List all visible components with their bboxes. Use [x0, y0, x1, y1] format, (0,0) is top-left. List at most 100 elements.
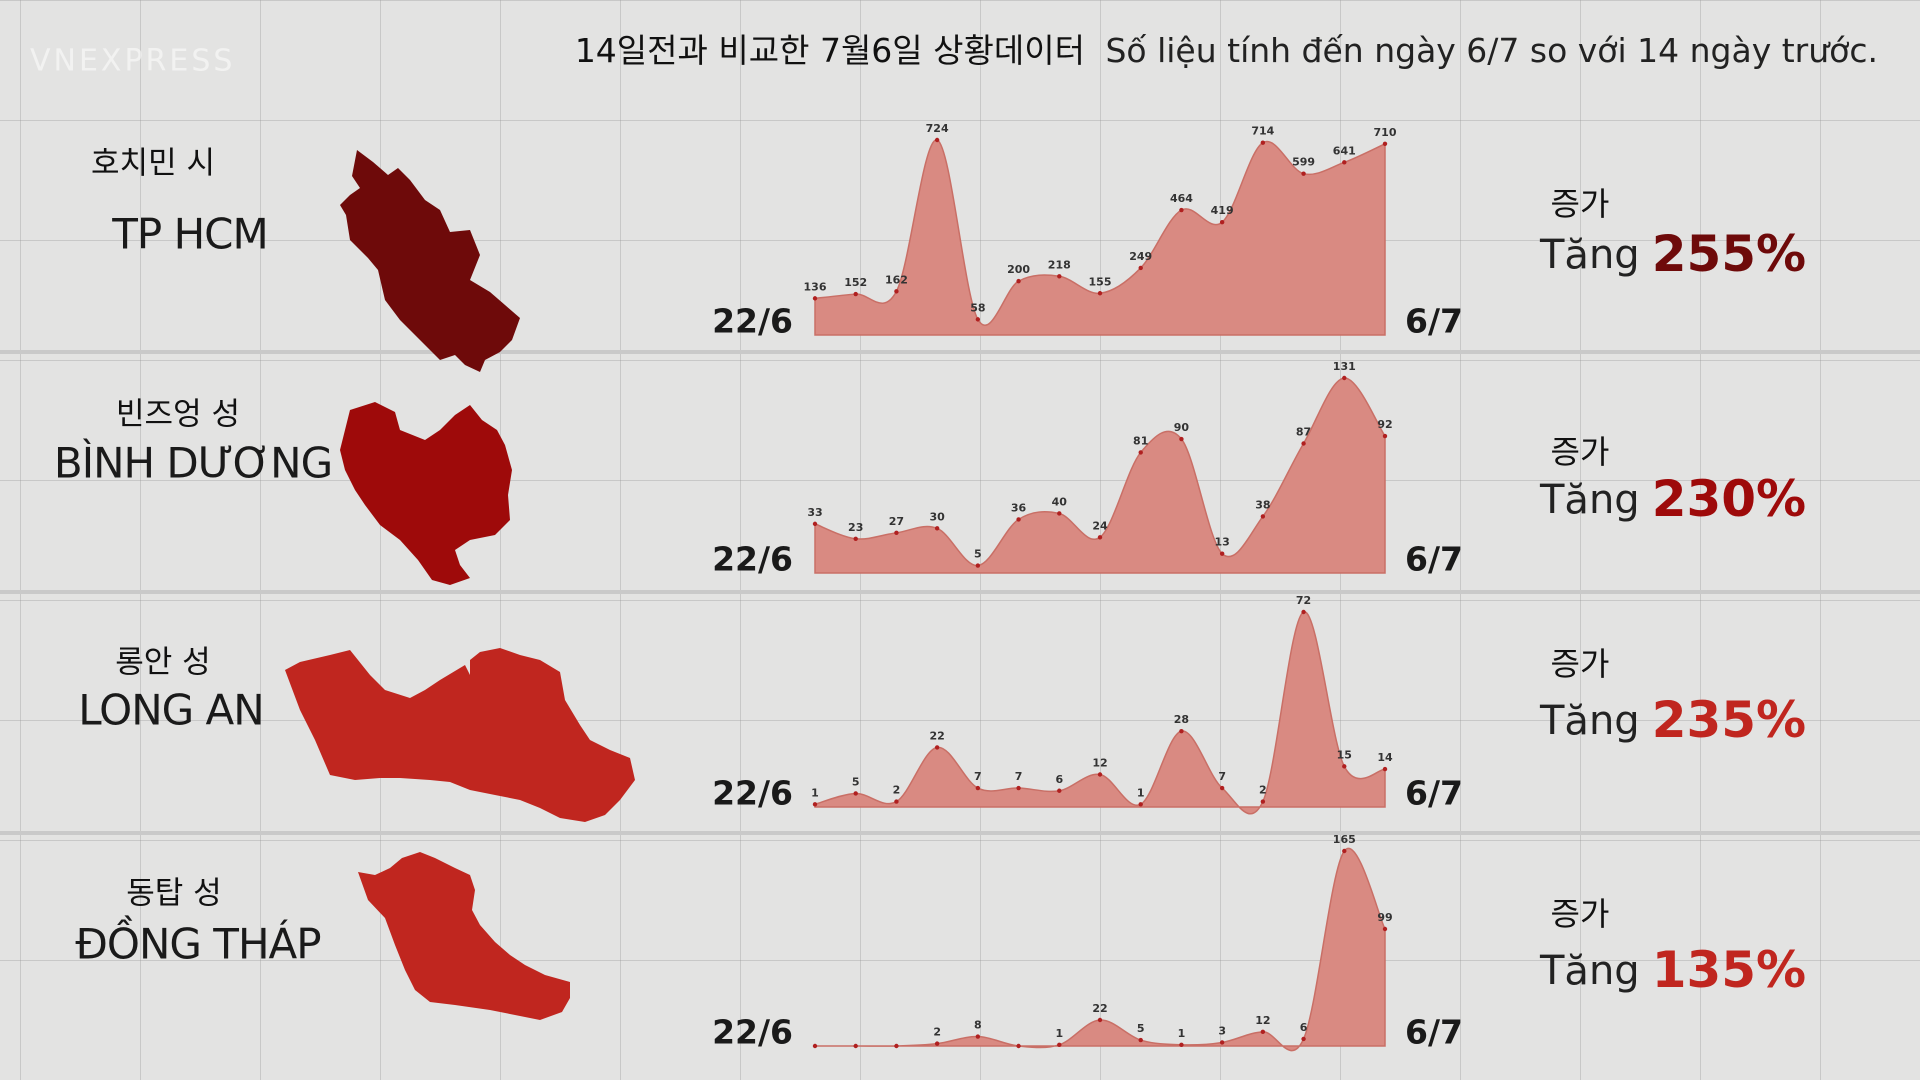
x-tick-label: 6/7 [1405, 540, 1463, 579]
data-point [1260, 799, 1266, 804]
increase-label-korean: 증가 [1551, 185, 1610, 223]
data-point [1301, 171, 1306, 176]
region-name-korean: 빈즈엉 성 [116, 397, 240, 433]
data-point [934, 1041, 940, 1046]
data-point [1138, 802, 1143, 807]
increase: Tăng 135% [1539, 941, 1806, 999]
data-point [1057, 511, 1062, 516]
value-label: 92 [1377, 418, 1392, 431]
value-label: 33 [807, 506, 822, 519]
value-label: 36 [1011, 501, 1027, 514]
region-name-korean: 롱안 성 [115, 645, 210, 681]
value-label: 30 [929, 510, 945, 523]
value-label: 162 [885, 273, 908, 286]
area [814, 611, 1386, 815]
value-label: 218 [1048, 258, 1071, 271]
region-name-korean: 동탑 성 [126, 876, 221, 912]
data-point [812, 802, 818, 807]
value-label: 599 [1292, 156, 1315, 169]
value-label: 12 [1092, 757, 1107, 770]
value-label: 419 [1211, 204, 1234, 217]
region-name-korean: 호치민 시 [91, 146, 215, 182]
area [814, 377, 1386, 574]
x-tick-label: 6/7 [1405, 302, 1463, 341]
data-point [975, 785, 981, 791]
data-point [812, 521, 818, 527]
value-label: 24 [1092, 519, 1108, 532]
data-point [1179, 1042, 1184, 1048]
value-label: 22 [929, 729, 944, 742]
region-name: ĐỒNG THÁP [75, 915, 320, 969]
value-label: 249 [1129, 250, 1152, 263]
increase-label: Tăng [1539, 232, 1640, 278]
x-tick-label: 6/7 [1405, 1013, 1463, 1052]
data-point [894, 530, 899, 536]
data-point [812, 1043, 818, 1049]
data-point [1301, 1036, 1306, 1042]
data-point [1057, 274, 1062, 279]
region-name: BÌNH DƯƠNG [54, 438, 332, 488]
increase-value: 235% [1652, 691, 1806, 749]
data-point [1097, 535, 1103, 540]
value-label: 40 [1052, 495, 1068, 508]
data-point [1097, 291, 1103, 296]
data-point [1342, 848, 1347, 854]
value-label: 72 [1296, 594, 1311, 607]
data-point [1016, 278, 1021, 284]
data-point [1057, 788, 1062, 793]
data-point [1301, 441, 1306, 446]
x-tick-label: 22/6 [712, 1013, 793, 1052]
increase: Tăng 235% [1539, 691, 1806, 749]
data-point [975, 317, 981, 322]
value-label: 5 [974, 548, 982, 561]
data-point [1097, 1017, 1103, 1023]
value-label: 152 [844, 276, 867, 289]
value-label: 641 [1333, 144, 1356, 157]
value-label: 14 [1377, 751, 1393, 764]
value-label: 5 [852, 775, 860, 788]
data-point [1382, 433, 1388, 439]
data-point [1219, 551, 1225, 556]
value-label: 3 [1218, 1024, 1226, 1037]
increase: Tăng 255% [1539, 225, 1806, 283]
region-name: LONG AN [78, 686, 263, 735]
data-point [853, 291, 858, 297]
data-point [853, 536, 858, 541]
value-label: 15 [1337, 748, 1352, 761]
value-label: 38 [1255, 498, 1270, 511]
value-label: 714 [1251, 125, 1274, 138]
map-shape [285, 648, 635, 822]
value-label: 22 [1092, 1002, 1107, 1015]
value-label: 6 [1300, 1021, 1308, 1034]
value-label: 2 [1259, 784, 1267, 797]
value-label: 27 [889, 515, 904, 528]
value-label: 1 [1178, 1027, 1186, 1040]
data-point [934, 526, 940, 531]
data-point [853, 1043, 858, 1049]
value-label: 8 [974, 1019, 982, 1032]
value-label: 7 [974, 770, 982, 783]
data-point [975, 1034, 981, 1039]
increase: Tăng 230% [1539, 470, 1806, 528]
value-label: 6 [1055, 773, 1063, 786]
value-label: 87 [1296, 425, 1311, 438]
region-name: TP HCM [111, 210, 267, 259]
x-tick-label: 22/6 [712, 540, 793, 579]
value-label: 5 [1137, 1022, 1145, 1035]
value-label: 81 [1133, 434, 1148, 447]
increase-label: Tăng [1539, 948, 1640, 994]
data-point [1342, 160, 1347, 165]
value-label: 28 [1174, 713, 1189, 726]
data-point [934, 745, 940, 750]
title-korean: 14일전과 비교한 7월6일 상황데이터 [575, 31, 1085, 70]
data-point [853, 791, 858, 796]
value-label: 155 [1089, 275, 1112, 288]
data-point [1057, 1042, 1062, 1048]
value-label: 1 [1137, 786, 1145, 799]
data-point [1138, 1037, 1143, 1043]
title-vietnamese: Số liệu tính đến ngày 6/7 so với 14 ngày… [1105, 31, 1878, 70]
data-point [1260, 140, 1266, 145]
increase-label: Tăng [1539, 698, 1640, 744]
data-point [1219, 219, 1225, 225]
